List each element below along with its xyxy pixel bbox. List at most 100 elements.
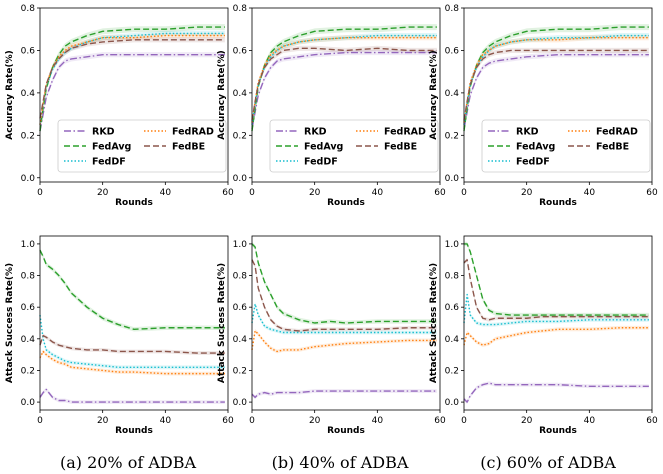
legend-label-rkd: RKD <box>516 127 539 138</box>
y-tick-label: 0.4 <box>21 335 36 345</box>
legend-label-fedavg: FedAvg <box>516 142 555 153</box>
x-tick-label: 40 <box>372 188 384 198</box>
band-fedavg <box>252 241 437 326</box>
series-line-fedbe <box>39 39 225 119</box>
panel-top-left: 0 20 40 60 0.0 0.2 0.4 0.6 0.8 Rounds Accuracy Rat… <box>5 4 234 208</box>
legend: RKD FedRAD FedAvg FedBE FedDF <box>269 119 439 173</box>
series-line-feddf <box>251 303 437 334</box>
series-line-feddf <box>463 34 649 125</box>
y-tick-label: 0.0 <box>445 174 460 184</box>
x-axis-label: Rounds <box>327 198 365 208</box>
panel-bottom-middle: 0 20 40 60 0.0 0.2 0.4 0.6 0.8 1.0 Rounds Attack Su… <box>217 235 446 436</box>
y-tick-label: 0.8 <box>233 272 248 282</box>
panel-top-middle: 0 20 40 60 0.0 0.2 0.4 0.6 0.8 Rounds Accuracy Rat… <box>217 4 446 208</box>
y-tick-label: 0.2 <box>445 131 459 141</box>
legend-label-fedavg: FedAvg <box>92 142 131 153</box>
band-rkd <box>40 387 225 404</box>
y-tick-label: 0.6 <box>445 46 460 56</box>
y-tick-label: 0.6 <box>445 303 460 313</box>
x-tick-label: 60 <box>646 188 658 198</box>
band-fedavg <box>464 241 649 318</box>
y-tick-label: 1.0 <box>233 240 248 250</box>
legend-label-fedbe: FedBE <box>596 142 629 153</box>
x-tick-label: 0 <box>249 188 255 198</box>
y-tick-label: 0.4 <box>233 89 248 99</box>
y-tick-label: 0.8 <box>445 272 460 282</box>
x-axis-label: Rounds <box>539 426 577 436</box>
x-tick-label: 20 <box>97 188 109 198</box>
x-tick-label: 0 <box>461 188 467 198</box>
y-tick-label: 1.0 <box>21 240 36 250</box>
band-fedavg <box>40 248 225 332</box>
axes-frame <box>463 7 653 183</box>
y-tick-label: 0.2 <box>233 366 247 376</box>
series-line-fedbe <box>251 259 437 332</box>
legend-label-fedavg: FedAvg <box>304 142 343 153</box>
band-rkd <box>252 50 437 132</box>
x-tick-label: 0 <box>249 416 255 426</box>
series-line-fedrad <box>251 330 437 353</box>
legend-label-feddf: FedDF <box>516 157 550 168</box>
band-fedbe <box>464 257 649 322</box>
y-axis-label: Attack Success Rate(%) <box>429 263 439 383</box>
series-line-fedbe <box>39 334 225 354</box>
band-fedrad <box>40 33 225 128</box>
y-tick-label: 0.0 <box>21 174 36 184</box>
y-axis-label: Attack Success Rate(%) <box>217 263 227 383</box>
series-line-fedrad <box>39 34 225 125</box>
y-axis-label: Accuracy Rate(%) <box>429 50 439 140</box>
y-tick-label: 0.6 <box>21 46 36 56</box>
axes-frame <box>251 7 441 183</box>
y-tick-label: 0.8 <box>21 272 36 282</box>
band-rkd <box>464 381 649 404</box>
axes-frame <box>39 235 229 411</box>
y-axis-label: Accuracy Rate(%) <box>5 50 15 140</box>
legend-box <box>57 119 227 173</box>
y-tick-label: 0.8 <box>21 4 36 14</box>
legend-label-rkd: RKD <box>304 127 327 138</box>
y-tick-label: 0.2 <box>233 131 247 141</box>
series-line-fedbe <box>463 49 649 121</box>
axes-frame <box>39 7 229 183</box>
legend-label-fedrad: FedRAD <box>384 127 426 138</box>
series-line-feddf <box>39 314 225 368</box>
panel-bottom-right: 0 20 40 60 0.0 0.2 0.4 0.6 0.8 1.0 Rounds Attack Su… <box>429 235 658 436</box>
x-tick-label: 20 <box>309 416 321 426</box>
series-line-rkd <box>463 53 649 130</box>
band-fedbe <box>40 37 225 121</box>
y-tick-label: 1.0 <box>445 240 460 250</box>
caption-a: (a) 20% of ADBA <box>60 453 197 472</box>
axes-frame <box>463 235 653 411</box>
x-tick-label: 40 <box>160 188 172 198</box>
x-tick-label: 60 <box>222 188 234 198</box>
x-axis-label: Rounds <box>327 426 365 436</box>
legend: RKD FedRAD FedAvg FedBE FedDF <box>481 119 651 173</box>
y-tick-label: 0.6 <box>21 303 36 313</box>
x-tick-label: 60 <box>646 416 658 426</box>
series-line-rkd <box>251 390 437 399</box>
legend-label-fedbe: FedBE <box>384 142 417 153</box>
y-tick-label: 0.0 <box>233 174 248 184</box>
x-tick-label: 0 <box>37 416 43 426</box>
y-tick-label: 0.0 <box>21 398 36 408</box>
legend-label-fedbe: FedBE <box>172 142 205 153</box>
legend-label-feddf: FedDF <box>304 157 338 168</box>
series-line-rkd <box>39 53 225 132</box>
x-tick-label: 20 <box>97 416 109 426</box>
y-tick-label: 0.4 <box>21 89 36 99</box>
series-line-fedrad <box>463 327 649 346</box>
y-tick-label: 0.8 <box>445 4 460 14</box>
y-axis-label: Attack Success Rate(%) <box>5 263 15 383</box>
x-tick-label: 60 <box>434 188 446 198</box>
x-tick-label: 20 <box>521 188 533 198</box>
y-tick-label: 0.2 <box>21 366 35 376</box>
legend-label-fedrad: FedRAD <box>596 127 638 138</box>
legend-box <box>481 119 651 173</box>
y-axis-label: Accuracy Rate(%) <box>217 50 227 140</box>
band-fedrad <box>40 349 225 376</box>
x-tick-label: 40 <box>372 416 384 426</box>
band-fedbe <box>464 47 649 124</box>
series-line-fedavg <box>39 26 225 132</box>
band-feddf <box>464 292 649 327</box>
